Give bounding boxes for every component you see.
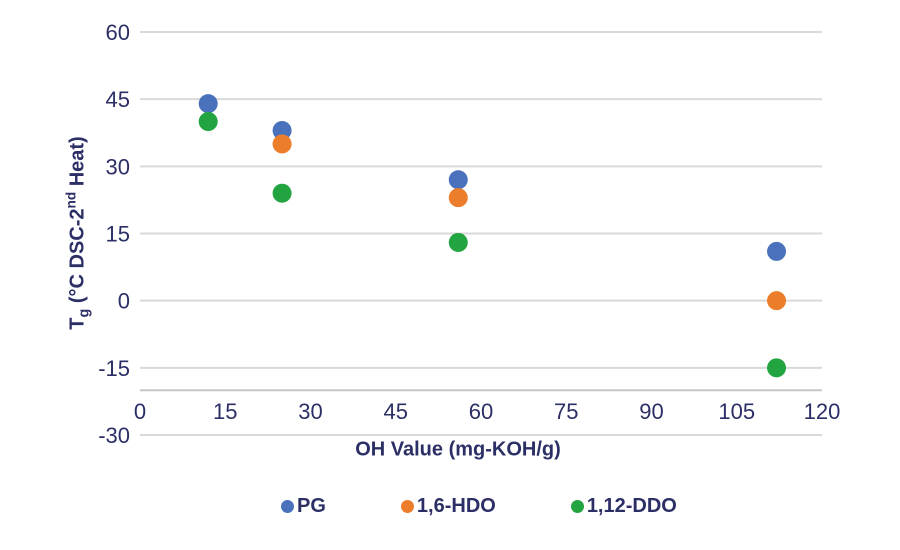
y-title-prefix: T bbox=[66, 317, 89, 330]
x-tick-label: 30 bbox=[298, 399, 322, 424]
x-tick-label: 75 bbox=[554, 399, 578, 424]
legend-item: PG bbox=[281, 495, 326, 518]
x-axis-title: OH Value (mg-KOH/g) bbox=[355, 438, 561, 461]
x-tick-label: 45 bbox=[384, 399, 408, 424]
data-point-series-2 bbox=[272, 183, 292, 203]
legend-label: 1,12-DDO bbox=[586, 495, 677, 517]
data-point-series-2 bbox=[448, 232, 468, 252]
y-title-middle: (°C DSC-2 bbox=[66, 208, 89, 309]
y-axis-title: Tg (°C DSC-2nd Heat) bbox=[64, 136, 93, 329]
legend-marker-icon bbox=[400, 500, 414, 513]
legend: PG 1,6-HDO 1,12-DDO bbox=[281, 495, 677, 518]
legend-label: 1,6-HDO bbox=[416, 495, 496, 517]
y-tick-label: -30 bbox=[98, 423, 130, 448]
y-title-superscript: nd bbox=[63, 191, 79, 209]
data-point-series-1 bbox=[767, 291, 787, 311]
y-tick-label: 60 bbox=[106, 20, 130, 45]
y-tick-label: 0 bbox=[118, 289, 130, 314]
y-tick-label: 15 bbox=[106, 222, 130, 247]
legend-item: 1,12-DDO bbox=[570, 495, 677, 518]
legend-marker-icon bbox=[570, 500, 584, 513]
data-point-series-0 bbox=[272, 121, 292, 141]
x-tick-label: 60 bbox=[469, 399, 493, 424]
data-point-series-0 bbox=[767, 241, 787, 261]
y-tick-label: 30 bbox=[106, 154, 130, 179]
legend-marker-icon bbox=[281, 500, 294, 513]
legend-item: 1,6-HDO bbox=[400, 495, 496, 518]
x-tick-label: 15 bbox=[213, 399, 237, 424]
data-point-series-1 bbox=[448, 188, 468, 208]
x-tick-label: 120 bbox=[804, 399, 841, 424]
x-tick-label: 105 bbox=[718, 399, 755, 424]
data-point-series-2 bbox=[767, 358, 787, 378]
y-title-suffix: Heat) bbox=[66, 136, 89, 192]
y-tick-label: 45 bbox=[106, 87, 130, 112]
data-point-series-0 bbox=[448, 170, 468, 190]
legend-label: PG bbox=[297, 495, 326, 517]
x-tick-label: 90 bbox=[639, 399, 663, 424]
data-point-series-2 bbox=[198, 112, 218, 132]
y-title-subscript: g bbox=[76, 308, 93, 318]
y-tick-label: -15 bbox=[98, 356, 130, 381]
data-point-series-1 bbox=[272, 134, 292, 154]
data-point-series-0 bbox=[198, 94, 218, 114]
x-tick-label: 0 bbox=[134, 399, 146, 424]
